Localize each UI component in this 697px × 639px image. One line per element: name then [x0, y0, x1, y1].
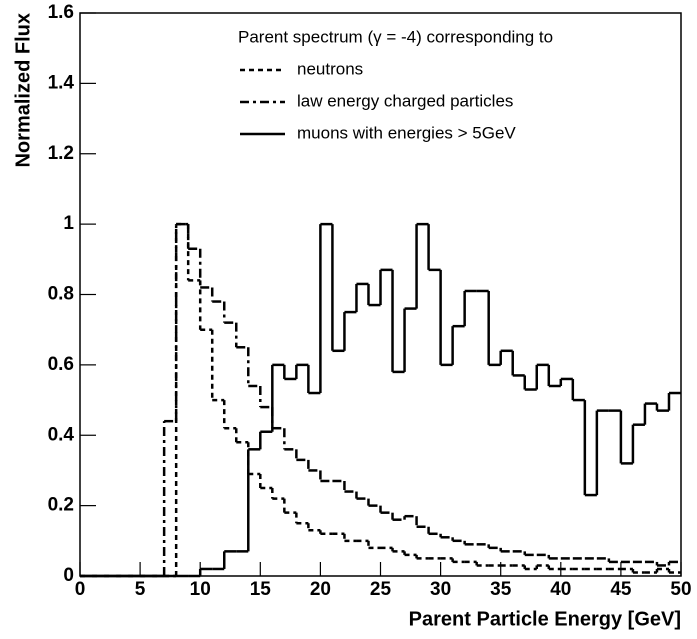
y-axis-title: Normalized Flux	[12, 13, 34, 167]
x-tick-label: 45	[610, 579, 632, 600]
legend-label: muons with energies > 5GeV	[297, 123, 516, 142]
y-tick-label: 0.2	[48, 495, 74, 516]
y-tick-label: 0.6	[48, 354, 74, 375]
legend-label: law energy charged particles	[297, 91, 513, 110]
y-tick-label: 1.4	[48, 72, 75, 93]
y-tick-label: 1.6	[48, 2, 74, 23]
x-tick-label: 35	[490, 579, 512, 600]
x-tick-label: 0	[75, 579, 86, 600]
x-tick-label: 10	[190, 579, 211, 600]
y-tick-label: 1	[63, 213, 74, 234]
y-tick-label: 0.8	[48, 284, 74, 305]
y-tick-label: 1.2	[48, 143, 74, 164]
x-tick-label: 30	[430, 579, 451, 600]
x-tick-label: 20	[310, 579, 331, 600]
x-tick-label: 5	[135, 579, 146, 600]
x-axis-title: Parent Particle Energy [GeV]	[409, 608, 681, 630]
x-tick-label: 40	[550, 579, 571, 600]
legend-label: neutrons	[297, 59, 363, 78]
y-tick-label: 0	[63, 565, 74, 586]
x-tick-label: 15	[250, 579, 272, 600]
x-tick-label: 25	[370, 579, 392, 600]
y-tick-label: 0.4	[48, 424, 75, 445]
x-tick-label: 50	[670, 579, 691, 600]
legend-title: Parent spectrum (γ = -4) corresponding t…	[238, 27, 553, 46]
